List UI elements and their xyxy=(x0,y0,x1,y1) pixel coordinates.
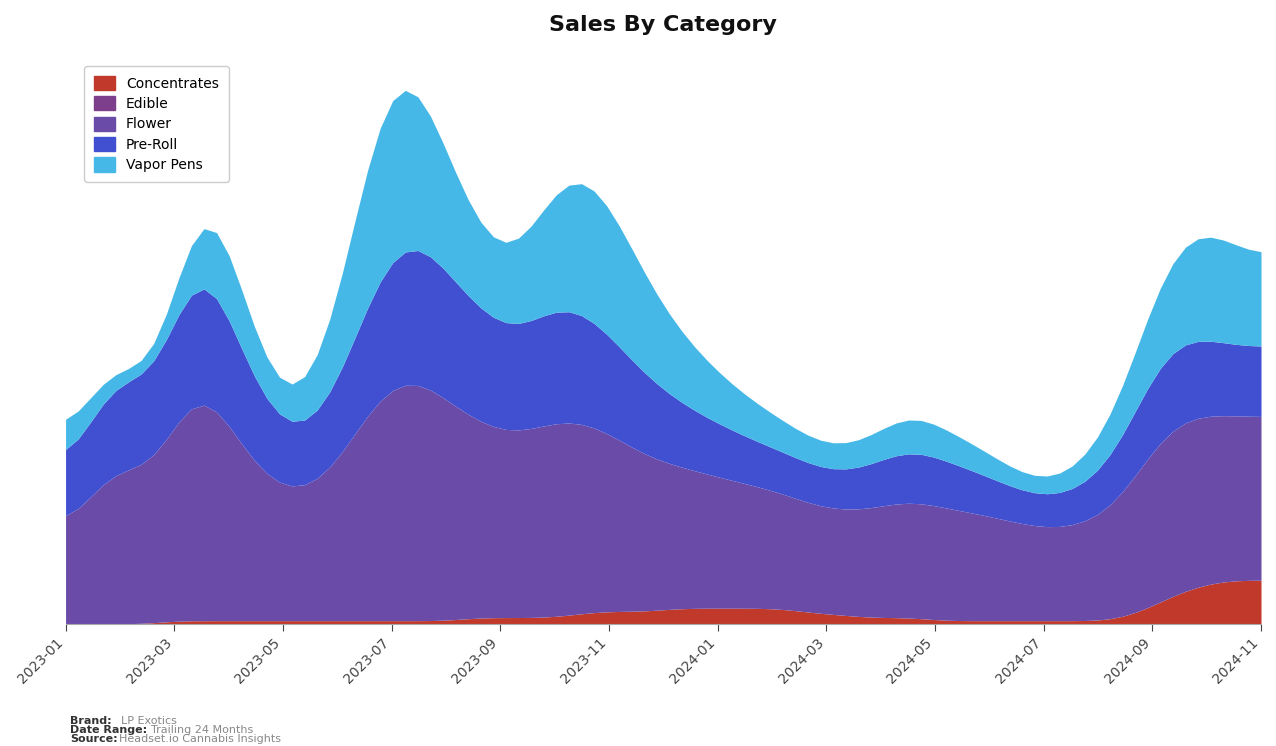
Title: Sales By Category: Sales By Category xyxy=(550,15,777,35)
Legend: Concentrates, Edible, Flower, Pre-Roll, Vapor Pens: Concentrates, Edible, Flower, Pre-Roll, … xyxy=(84,66,228,182)
Text: Brand:: Brand: xyxy=(70,715,112,726)
Text: Headset.io Cannabis Insights: Headset.io Cannabis Insights xyxy=(119,733,281,744)
Text: Trailing 24 Months: Trailing 24 Months xyxy=(151,724,253,735)
Text: Source:: Source: xyxy=(70,733,117,744)
Text: Date Range:: Date Range: xyxy=(70,724,147,735)
Text: LP Exotics: LP Exotics xyxy=(121,715,177,726)
